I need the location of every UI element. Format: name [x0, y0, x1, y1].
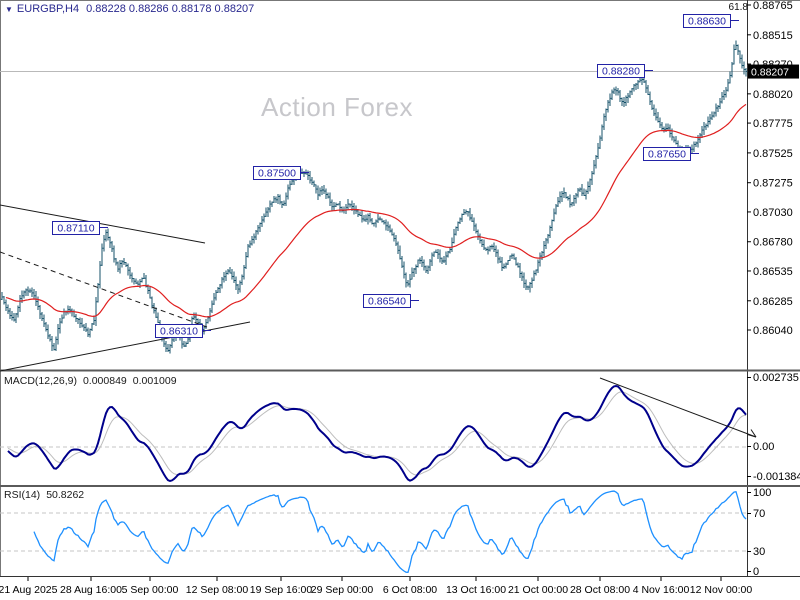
- fibonacci-level-label: 61.8: [728, 2, 748, 13]
- time-axis-label[interactable]: 4 Nov 16:00: [633, 584, 690, 596]
- macd-divergence-line[interactable]: [599, 377, 757, 438]
- price-label-text: 0.87650: [648, 149, 686, 161]
- price-axis-label[interactable]: 0.86780: [753, 237, 793, 249]
- current-price-nameplate: [748, 64, 799, 79]
- time-axis-label[interactable]: 6 Oct 08:00: [383, 584, 437, 596]
- price-label-text: 0.87500: [258, 168, 296, 180]
- time-axis-label[interactable]: 28 Oct 08:00: [570, 584, 630, 596]
- price-axis-label[interactable]: 0.87775: [753, 118, 793, 130]
- ascending-support-line[interactable]: [0, 321, 251, 372]
- price-label-text: 0.88630: [688, 16, 726, 28]
- time-axis-label[interactable]: 21 Aug 2025: [0, 584, 58, 596]
- time-axis-label[interactable]: 19 Sep 16:00: [250, 584, 313, 596]
- descending-resistance-line[interactable]: [0, 204, 206, 244]
- price-axis-label[interactable]: 0.87275: [753, 178, 793, 190]
- macd-label: MACD(12,26,9): [4, 375, 77, 387]
- price-label-text: 0.88280: [602, 66, 640, 78]
- rsi-axis-label[interactable]: 0: [753, 566, 759, 578]
- price-axis-label[interactable]: 0.86040: [753, 325, 793, 337]
- macd-indicator-header: MACD(12,26,9) 0.000849 0.001009: [4, 375, 183, 387]
- price-label-annotation[interactable]: [155, 324, 203, 338]
- price-label-text: 0.86540: [368, 296, 406, 308]
- price-label-annotation[interactable]: [52, 221, 100, 235]
- ohlc-bar-ticks: [0, 45, 748, 351]
- rsi-line[interactable]: [33, 490, 747, 573]
- rsi-value: 50.8262: [46, 489, 85, 501]
- macd-signal-line[interactable]: [7, 391, 747, 476]
- price-axis-label[interactable]: 0.88020: [753, 89, 793, 101]
- macd-axis-label[interactable]: 0.00: [753, 441, 774, 453]
- time-axis-label[interactable]: 21 Oct 00:00: [508, 584, 568, 596]
- time-axis-label[interactable]: 12 Sep 08:00: [186, 584, 249, 596]
- time-axis-label[interactable]: 5 Sep 00:00: [122, 584, 179, 596]
- symbol-dropdown-icon[interactable]: ▼: [5, 5, 13, 14]
- price-axis-label[interactable]: 0.86285: [753, 296, 793, 308]
- rsi-label: RSI(14): [4, 489, 41, 501]
- price-label-annotation[interactable]: [683, 14, 731, 28]
- price-label-annotation[interactable]: [643, 147, 691, 161]
- macd-axis-label[interactable]: 0.002735: [753, 372, 799, 384]
- price-label-annotation[interactable]: [253, 166, 301, 180]
- macd-value-main: 0.000849: [82, 375, 127, 387]
- time-axis-label[interactable]: 12 Nov 00:00: [690, 584, 753, 596]
- moving-average-line[interactable]: [5, 103, 747, 318]
- price-label-annotation[interactable]: [363, 294, 411, 308]
- macd-axis-label[interactable]: -0.001384: [753, 471, 800, 483]
- price-label-annotation[interactable]: [597, 64, 645, 78]
- ohlc-values: 0.88228 0.88286 0.88178 0.88207: [86, 3, 255, 15]
- price-axis-label[interactable]: 0.87525: [753, 148, 793, 160]
- price-axis-label[interactable]: 0.88765: [753, 0, 793, 12]
- price-axis-label[interactable]: 0.87030: [753, 207, 793, 219]
- time-axis-label[interactable]: 29 Sep 00:00: [311, 584, 374, 596]
- macd-divergence-line-arrowhead: [747, 434, 757, 438]
- descending-dashed-line[interactable]: [0, 251, 208, 328]
- price-axis-label[interactable]: 0.88515: [753, 30, 793, 42]
- watermark: Action Forex: [261, 92, 413, 122]
- price-label-text: 0.87110: [57, 223, 94, 235]
- rsi-axis-label[interactable]: 100: [753, 487, 771, 499]
- time-axis-label[interactable]: 13 Oct 16:00: [446, 584, 506, 596]
- macd-main-line[interactable]: [7, 384, 747, 483]
- rsi-indicator-header: RSI(14) 50.8262: [4, 489, 90, 501]
- rsi-axis-label[interactable]: 30: [753, 546, 765, 558]
- chart-ohlc-header: ▼ EURGBP,H4 0.88228 0.88286 0.88178 0.8820…: [5, 3, 254, 15]
- macd-divergence-line-arrowhead: [750, 429, 757, 438]
- time-axis-label[interactable]: 28 Aug 16:00: [60, 584, 122, 596]
- rsi-axis-label[interactable]: 70: [753, 508, 765, 520]
- macd-value-signal: 0.001009: [132, 375, 177, 387]
- symbol-timeframe-label: EURGBP,H4: [16, 3, 80, 15]
- current-price-value: 0.88207: [751, 67, 789, 79]
- price-axis-label[interactable]: 0.86535: [753, 266, 793, 278]
- price-label-text: 0.86310: [160, 326, 198, 338]
